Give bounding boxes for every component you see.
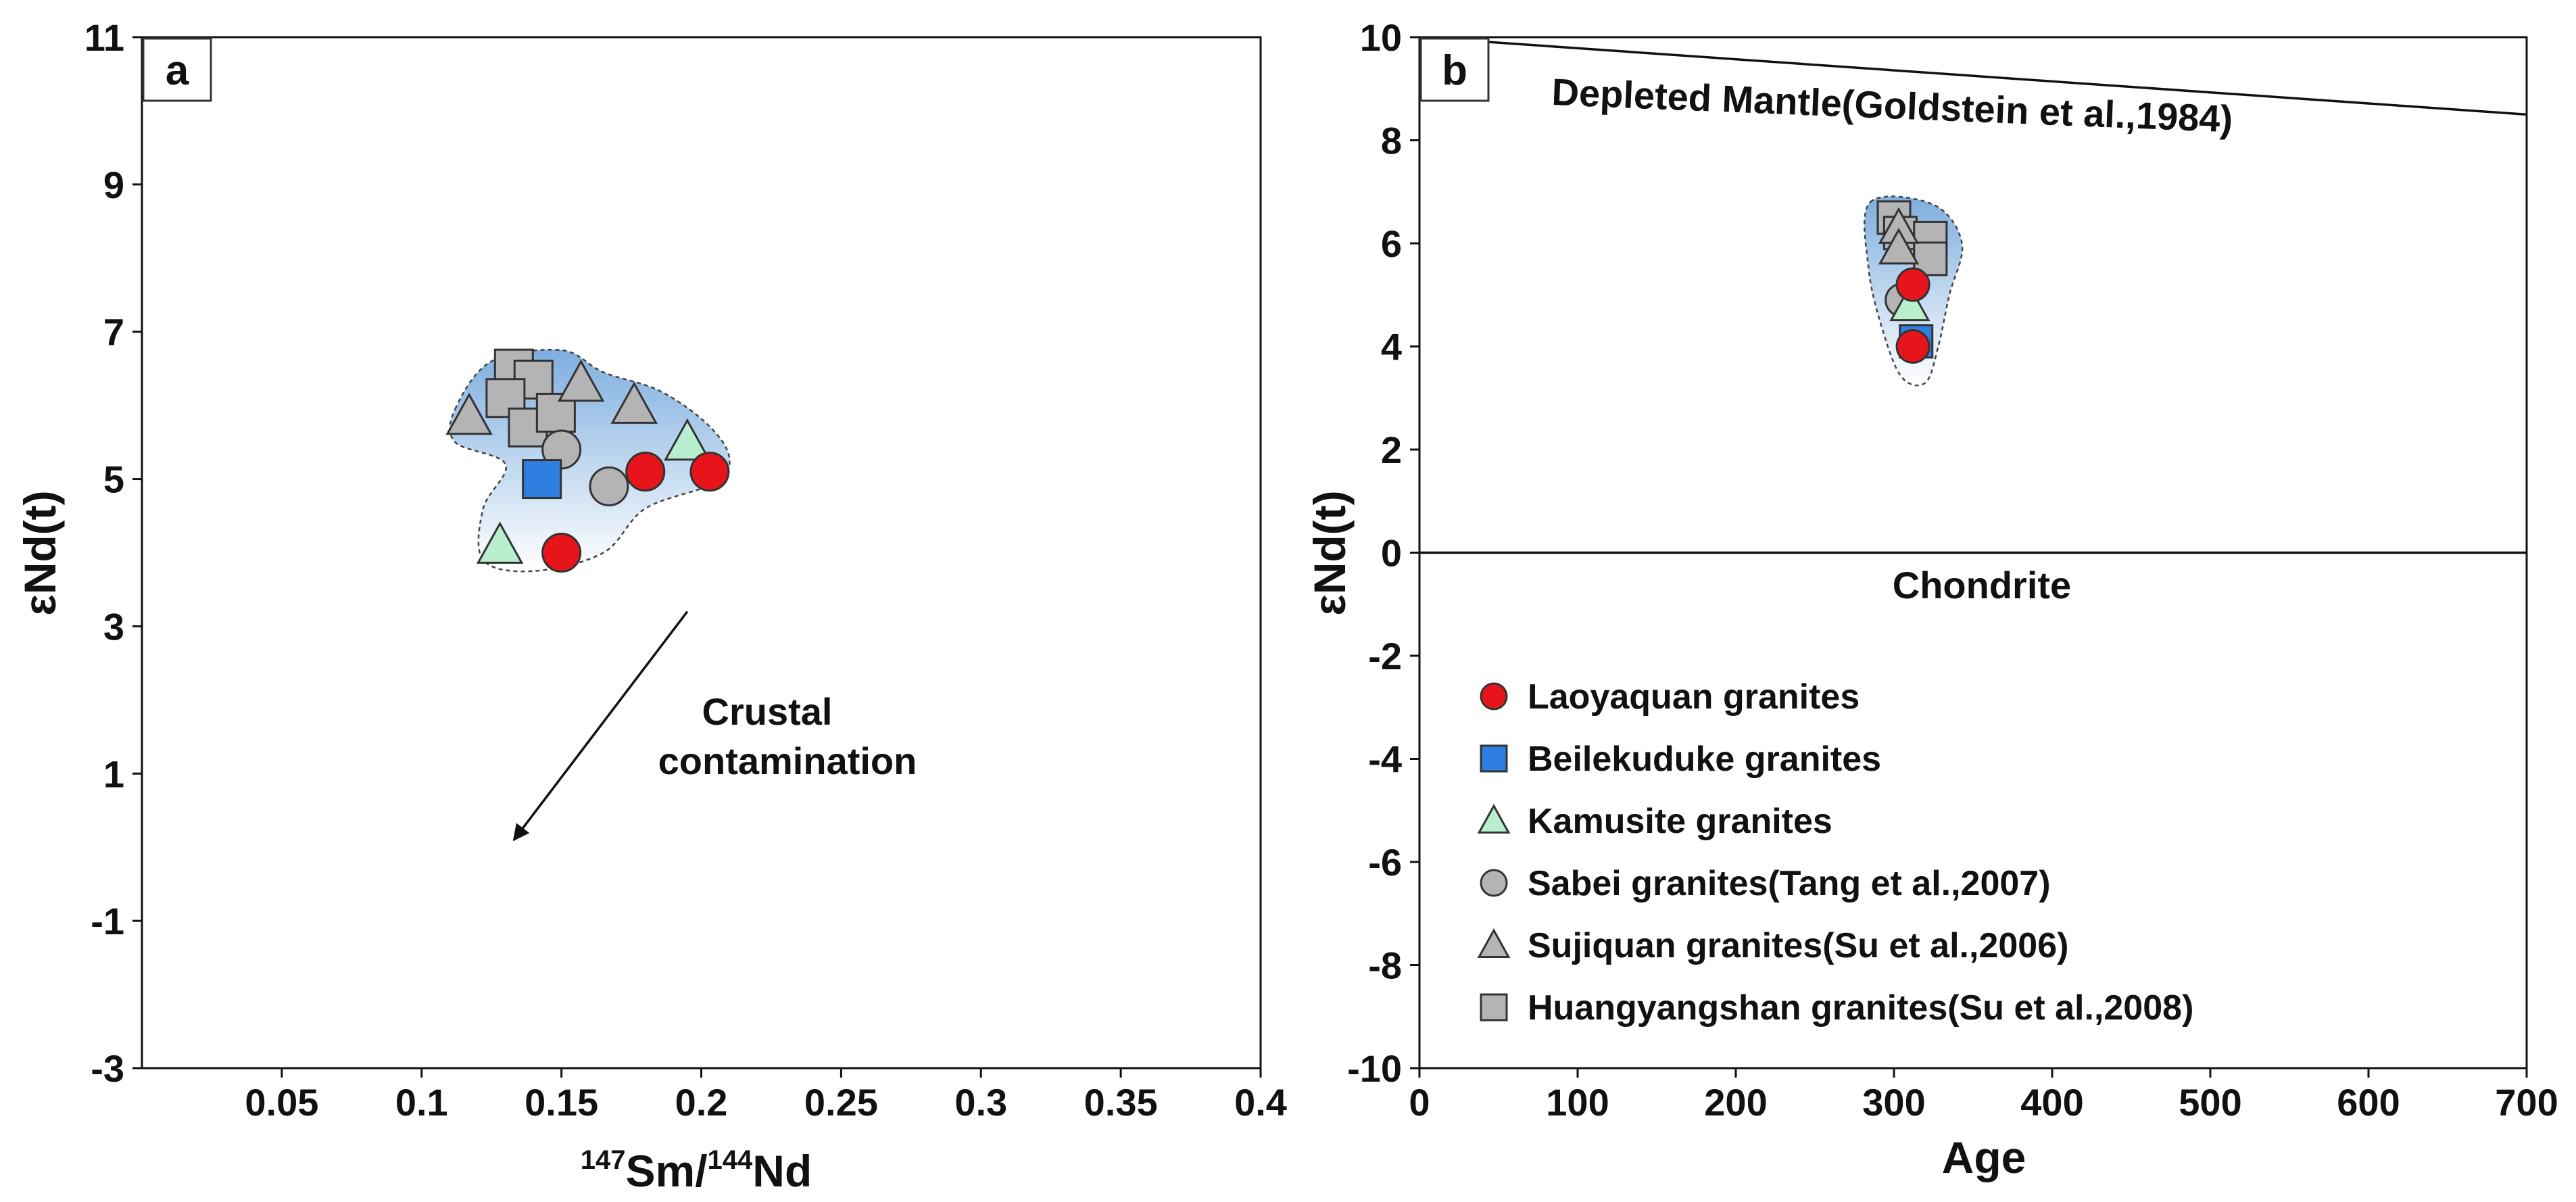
y-tick-label: 0 bbox=[1381, 532, 1402, 575]
data-point-circle bbox=[689, 452, 730, 492]
y-tick-label: 2 bbox=[1381, 429, 1402, 471]
legend-marker-triangle bbox=[1477, 804, 1511, 834]
panel-a-plot-area bbox=[141, 36, 1262, 1069]
annotation-line-1: Crustal bbox=[702, 690, 833, 733]
legend-marker-circle bbox=[1480, 682, 1508, 711]
data-point-circle bbox=[589, 466, 629, 506]
data-point-triangle bbox=[1878, 227, 1920, 265]
y-tick-label: 3 bbox=[103, 605, 124, 648]
panel-b-letter: b bbox=[1442, 47, 1467, 94]
depleted-mantle-line bbox=[1419, 36, 2527, 116]
x-tick-label: 0.3 bbox=[954, 1081, 1007, 1124]
data-point-triangle bbox=[557, 359, 605, 402]
x-tick-label: 0.1 bbox=[395, 1081, 448, 1124]
x-tick-label: 700 bbox=[2495, 1081, 2558, 1124]
panel-a-data-points bbox=[445, 348, 730, 573]
y-tick-label: -3 bbox=[91, 1047, 124, 1090]
panel-b-data-points bbox=[1876, 200, 1948, 364]
panel-a-letter: a bbox=[166, 47, 189, 94]
x-title-sm-element: Sm/ bbox=[625, 1146, 707, 1196]
data-point-triangle bbox=[664, 418, 711, 461]
y-tick-label: 1 bbox=[103, 752, 124, 795]
x-title-nd-mass: 144 bbox=[708, 1145, 753, 1175]
y-tick-label: 6 bbox=[1381, 222, 1402, 265]
x-title-nd-element: Nd bbox=[752, 1146, 812, 1196]
y-tick-label: -8 bbox=[1368, 944, 1402, 987]
panel-a-x-axis-title: 147Sm/144Nd bbox=[581, 1145, 812, 1196]
data-point-triangle bbox=[445, 392, 493, 435]
x-tick-label: 300 bbox=[1862, 1081, 1925, 1124]
legend-label: Huangyangshan granites(Su et al.,2008) bbox=[1528, 988, 2193, 1028]
data-point-square bbox=[522, 459, 562, 500]
y-tick-label: 10 bbox=[1360, 16, 1402, 59]
x-tick-label: 600 bbox=[2337, 1081, 2400, 1124]
y-tick-label: -1 bbox=[91, 900, 124, 942]
x-tick-label: 0.4 bbox=[1234, 1081, 1287, 1124]
legend-marker-square bbox=[1480, 744, 1508, 773]
data-point-circle bbox=[1895, 329, 1930, 364]
y-tick-label: 7 bbox=[103, 311, 124, 354]
x-tick-label: 0.35 bbox=[1084, 1081, 1158, 1124]
data-point-triangle bbox=[1889, 284, 1930, 322]
legend-label: Sujiquan granites(Su et al.,2006) bbox=[1528, 926, 2068, 965]
panel-a-y-axis-ticks: -3 -1 1 3 5 7 9 11 bbox=[84, 16, 142, 1090]
legend-label: Sabei granites(Tang et al.,2007) bbox=[1528, 864, 2051, 903]
y-tick-label: 4 bbox=[1381, 326, 1402, 368]
panel-b-label-box: b bbox=[1419, 37, 1490, 102]
x-tick-label: 0 bbox=[1409, 1081, 1430, 1124]
x-tick-label: 0.05 bbox=[245, 1081, 318, 1124]
legend-label: Beilekuduke granites bbox=[1528, 740, 1881, 779]
data-point-circle bbox=[541, 533, 582, 573]
y-tick-label: -6 bbox=[1368, 841, 1402, 884]
x-tick-label: 200 bbox=[1704, 1081, 1767, 1124]
data-point-triangle bbox=[610, 381, 658, 424]
y-tick-label: -2 bbox=[1368, 635, 1402, 677]
x-tick-label: 0.25 bbox=[804, 1081, 878, 1124]
y-tick-label: -10 bbox=[1347, 1047, 1402, 1090]
y-tick-label: -4 bbox=[1368, 738, 1402, 781]
panel-a-label-box: a bbox=[142, 37, 212, 102]
legend-label: Laoyaquan granites bbox=[1528, 677, 1860, 717]
chondrite-label: Chondrite bbox=[1893, 564, 2071, 606]
x-tick-label: 400 bbox=[2020, 1081, 2083, 1124]
data-point-circle bbox=[625, 452, 666, 492]
panel-a: 0.05 0.1 0.15 0.2 0.25 0.3 0.35 0.4 -3 -1 1 3 5 7 9 11… bbox=[15, 16, 1287, 1196]
panel-b-x-axis-title: Age bbox=[1942, 1132, 2026, 1182]
panel-b: 0 100 200 300 400 500 600 700 -10 -8 -6 -4 -2 0 2 4 6 8 1… bbox=[1305, 16, 2558, 1182]
panel-a-y-axis-title: εNd(t) bbox=[15, 490, 65, 615]
panel-b-x-axis-ticks: 0 100 200 300 400 500 600 700 bbox=[1409, 1068, 2558, 1124]
x-tick-label: 0.2 bbox=[675, 1081, 728, 1124]
data-point-triangle bbox=[476, 521, 524, 564]
crustal-contamination-arrow bbox=[512, 610, 689, 842]
legend: Laoyaquan granites Beilekuduke granites Ka… bbox=[1477, 677, 2193, 1028]
legend-marker-square bbox=[1480, 993, 1508, 1021]
panel-b-y-axis-title: εNd(t) bbox=[1305, 490, 1355, 615]
legend-marker-circle bbox=[1480, 869, 1508, 897]
legend-label: Kamusite granites bbox=[1528, 802, 1832, 841]
y-tick-label: 5 bbox=[103, 458, 124, 501]
data-point-circle bbox=[1895, 267, 1930, 302]
y-tick-label: 8 bbox=[1381, 120, 1402, 162]
x-title-sm-mass: 147 bbox=[581, 1145, 626, 1175]
x-tick-label: 500 bbox=[2179, 1081, 2241, 1124]
panel-a-x-axis-ticks: 0.05 0.1 0.15 0.2 0.25 0.3 0.35 0.4 bbox=[245, 1068, 1287, 1124]
x-tick-label: 0.15 bbox=[525, 1081, 598, 1124]
arrow-line bbox=[512, 610, 689, 842]
annotation-line-2: contamination bbox=[658, 740, 917, 782]
panel-b-y-axis-ticks: -10 -8 -6 -4 -2 0 2 4 6 8 10 bbox=[1347, 16, 1419, 1090]
y-tick-label: 9 bbox=[103, 164, 124, 206]
y-tick-label: 11 bbox=[84, 16, 124, 59]
x-tick-label: 100 bbox=[1546, 1081, 1609, 1124]
panel-b-reference-lines bbox=[1419, 36, 2527, 554]
legend-marker-triangle bbox=[1477, 928, 1511, 958]
